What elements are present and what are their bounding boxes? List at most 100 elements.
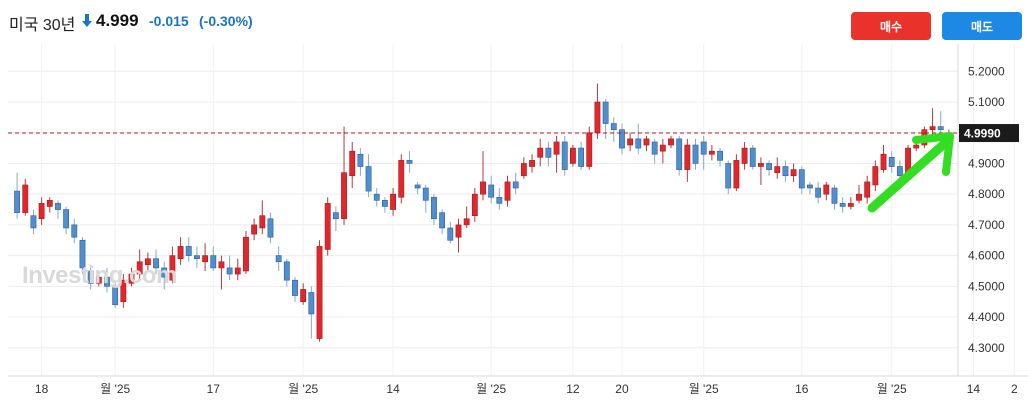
candle (668, 138, 674, 146)
candle (185, 246, 192, 256)
candle (341, 172, 347, 220)
candle (398, 160, 405, 198)
candle (283, 261, 290, 281)
candle (38, 203, 45, 220)
candle (725, 163, 732, 189)
candle (71, 224, 78, 238)
candle (839, 203, 846, 207)
candle (512, 181, 519, 189)
candle (496, 196, 503, 204)
candle (864, 181, 871, 198)
last-price: 4.999 (96, 11, 139, 30)
buy-button[interactable]: 매수 (851, 12, 931, 40)
candle (153, 258, 159, 269)
candle (798, 169, 805, 189)
candle (267, 218, 274, 238)
candle (627, 138, 634, 146)
x-tick-label: 월 '25 (100, 382, 130, 396)
candle (561, 141, 568, 170)
candle (578, 147, 585, 167)
candle (635, 138, 642, 149)
candle (300, 289, 307, 303)
candle (365, 166, 372, 192)
candle (63, 209, 70, 229)
candle (259, 215, 266, 229)
candle (619, 129, 625, 149)
candle (929, 126, 936, 130)
y-tick-label: 4.6000 (968, 249, 1005, 263)
candle (406, 160, 413, 164)
candle (308, 292, 315, 315)
candle (120, 279, 127, 303)
candle (112, 286, 119, 306)
annotation-arrow-icon (867, 132, 954, 213)
candle (831, 187, 838, 204)
x-tick-label: 2 (1011, 382, 1018, 396)
candle (602, 101, 609, 124)
candle (202, 255, 209, 263)
candle (520, 163, 527, 177)
candle (488, 184, 495, 198)
candle (700, 141, 707, 155)
candle (529, 160, 535, 167)
candle (87, 270, 94, 284)
x-tick-label: 20 (615, 382, 629, 396)
x-tick-label: 17 (207, 382, 221, 396)
quote-header: 미국 30년 4.999 -0.015 (-0.30%) 매수 매도 (0, 0, 1028, 44)
sell-button[interactable]: 매도 (942, 12, 1022, 40)
candle (717, 150, 723, 161)
candle (414, 184, 421, 189)
y-tick-label: 5.2000 (968, 64, 1005, 78)
candle (643, 138, 650, 146)
x-tick-label: 월 '25 (877, 382, 907, 396)
candle (136, 261, 143, 275)
candle (586, 132, 593, 167)
investing-watermark: Investing.com (22, 262, 177, 289)
candle (651, 141, 658, 155)
candle (553, 141, 560, 155)
candle (757, 163, 764, 167)
candle (880, 153, 887, 170)
x-tick-label: 월 '25 (288, 382, 318, 396)
candle (161, 267, 168, 278)
candle (807, 184, 813, 189)
candle (471, 193, 478, 216)
candle (292, 279, 298, 296)
price-change: -0.015 (149, 13, 189, 29)
candle (357, 153, 364, 167)
candlestick-chart[interactable]: 4.9990 4.3000 4.4000 4.5000 4.6000 4.7000 4.80… (0, 44, 1028, 417)
candle (251, 224, 258, 235)
candle (480, 181, 486, 195)
candle (79, 239, 86, 269)
x-tick-label: 월 '25 (476, 382, 506, 396)
candle (381, 200, 388, 207)
candle (177, 246, 184, 259)
candle (104, 276, 110, 287)
candle (774, 166, 781, 173)
candle (872, 166, 879, 186)
candle (332, 212, 339, 220)
current-price-label: 4.9990 (964, 127, 1001, 141)
candle (937, 126, 944, 130)
candle (218, 261, 225, 269)
candle (193, 255, 200, 259)
candle (708, 150, 715, 155)
candle (741, 147, 748, 164)
x-tick-label: 14 (967, 382, 981, 396)
candle (324, 203, 331, 250)
candle (243, 236, 249, 272)
candle (504, 181, 511, 201)
y-tick-label: 4.3000 (968, 341, 1005, 355)
candle (316, 246, 323, 339)
candle (55, 203, 61, 210)
x-tick-label: 14 (386, 382, 400, 396)
y-tick-label: 4.9000 (968, 156, 1005, 170)
candle (594, 101, 601, 134)
candle (46, 200, 53, 207)
instrument-name: 미국 30년 (9, 17, 76, 34)
candle (463, 218, 470, 226)
x-tick-label: 18 (35, 382, 49, 396)
y-tick-label: 5.1000 (968, 95, 1005, 109)
candle (128, 273, 135, 284)
candle (14, 190, 21, 213)
